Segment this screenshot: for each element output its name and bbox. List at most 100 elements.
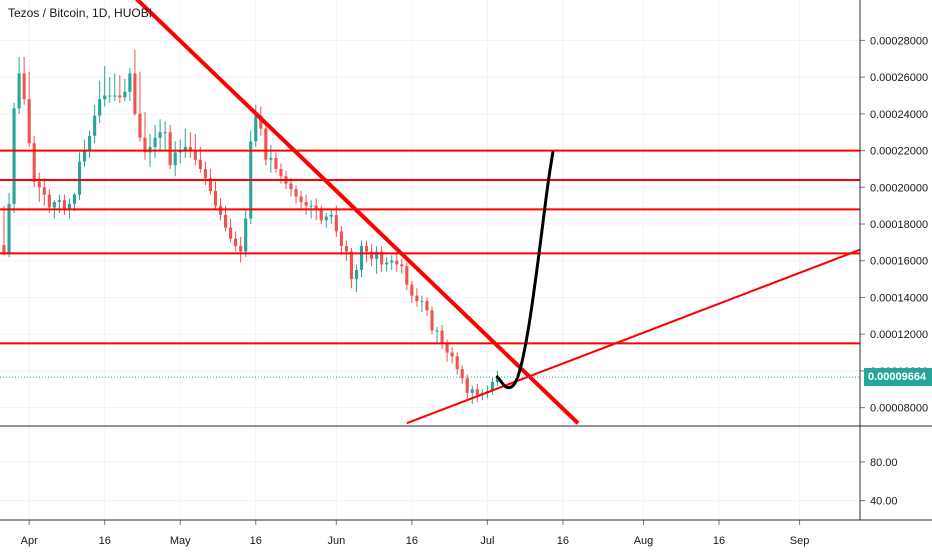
candle bbox=[294, 185, 298, 204]
candle bbox=[390, 255, 394, 270]
uptrend-line bbox=[406, 248, 860, 425]
candle-body bbox=[274, 157, 278, 169]
price-axis-label: 0.00020000 bbox=[870, 182, 928, 194]
candle-body bbox=[289, 183, 293, 190]
candle bbox=[158, 119, 162, 151]
candle-body bbox=[264, 128, 268, 160]
time-axis-label: 16 bbox=[557, 535, 569, 547]
time-axis-label: Jun bbox=[327, 535, 345, 547]
candle-body bbox=[123, 91, 127, 98]
candle-body bbox=[299, 196, 303, 202]
candle bbox=[490, 378, 494, 395]
candle bbox=[375, 246, 379, 274]
candle-body bbox=[168, 132, 172, 166]
candle-body bbox=[113, 95, 117, 97]
candle bbox=[7, 192, 11, 258]
candle-body bbox=[158, 132, 162, 138]
candle bbox=[465, 374, 469, 399]
indicator-axis-label: 40.00 bbox=[870, 496, 898, 508]
candle bbox=[42, 178, 46, 206]
candle-body bbox=[339, 231, 343, 247]
candle bbox=[2, 205, 6, 256]
candle bbox=[324, 213, 328, 228]
candle-body bbox=[440, 330, 444, 344]
candle-body bbox=[62, 200, 66, 210]
candle-body bbox=[259, 115, 263, 129]
candle bbox=[128, 67, 132, 101]
candle bbox=[17, 56, 21, 114]
candle bbox=[329, 209, 333, 225]
candle bbox=[213, 181, 218, 210]
candle-body bbox=[244, 218, 248, 252]
candle bbox=[440, 325, 444, 349]
candle-body bbox=[234, 238, 238, 247]
candle-body bbox=[7, 203, 11, 254]
candle-body bbox=[208, 178, 213, 191]
time-axis-label: 16 bbox=[99, 535, 111, 547]
candle-body bbox=[163, 132, 167, 134]
candle bbox=[470, 385, 474, 404]
candle bbox=[138, 71, 142, 142]
candle-body bbox=[213, 190, 218, 206]
candle-body bbox=[385, 262, 389, 265]
candle-body bbox=[445, 343, 449, 353]
indicator-axis-label: 80.00 bbox=[870, 457, 898, 469]
candle-body bbox=[455, 356, 459, 370]
candle bbox=[143, 112, 147, 160]
candle-body bbox=[183, 146, 187, 151]
candle bbox=[22, 56, 26, 105]
candle-body bbox=[173, 152, 177, 166]
time-axis-label: 16 bbox=[713, 535, 725, 547]
price-axis-label: 0.00022000 bbox=[870, 146, 928, 158]
candle bbox=[405, 262, 409, 291]
candle-body bbox=[153, 137, 157, 147]
candle bbox=[153, 124, 157, 158]
candle-body bbox=[329, 214, 333, 217]
candle-body bbox=[118, 95, 122, 98]
candle bbox=[72, 192, 77, 212]
price-axis-label: 0.00014000 bbox=[870, 292, 928, 304]
candle bbox=[415, 288, 419, 307]
grid-layer bbox=[0, 0, 860, 520]
candle-body bbox=[309, 205, 313, 207]
candle-body bbox=[490, 381, 494, 392]
candle-body bbox=[198, 159, 202, 169]
candle-body bbox=[334, 214, 338, 232]
price-axis-label: 0.00028000 bbox=[870, 35, 928, 47]
time-axis-label: Jul bbox=[480, 535, 494, 547]
candle bbox=[168, 124, 172, 169]
candle-body bbox=[410, 284, 414, 296]
candle-body bbox=[354, 269, 359, 280]
candle-body bbox=[12, 108, 16, 204]
time-axis-label: May bbox=[170, 535, 191, 547]
candle-body bbox=[2, 245, 6, 254]
candle-body bbox=[425, 301, 429, 311]
price-axis-label: 0.00026000 bbox=[870, 72, 928, 84]
candle-body bbox=[450, 352, 454, 357]
projected-path bbox=[495, 150, 555, 390]
downtrend-line bbox=[134, 0, 580, 425]
candle-body bbox=[203, 168, 207, 179]
current-price-badge: 0.00009664 bbox=[864, 368, 932, 387]
candle-body bbox=[254, 115, 258, 142]
candle bbox=[435, 326, 439, 344]
candle-body bbox=[188, 146, 192, 151]
candle-body bbox=[229, 227, 233, 239]
candle-body bbox=[324, 216, 328, 221]
candle-body bbox=[294, 189, 298, 197]
candle-body bbox=[37, 181, 41, 188]
candle-body bbox=[359, 246, 364, 270]
price-axis-label: 0.00018000 bbox=[870, 219, 928, 231]
price-axis-label: 0.00008000 bbox=[870, 403, 928, 415]
candle bbox=[77, 152, 82, 201]
candle bbox=[460, 365, 464, 384]
candle-body bbox=[52, 201, 56, 208]
candle-body bbox=[77, 161, 82, 195]
candle bbox=[12, 102, 16, 213]
candle-body bbox=[279, 168, 283, 177]
candle bbox=[354, 264, 359, 292]
current-price-label: 0.00009664 bbox=[868, 371, 927, 384]
